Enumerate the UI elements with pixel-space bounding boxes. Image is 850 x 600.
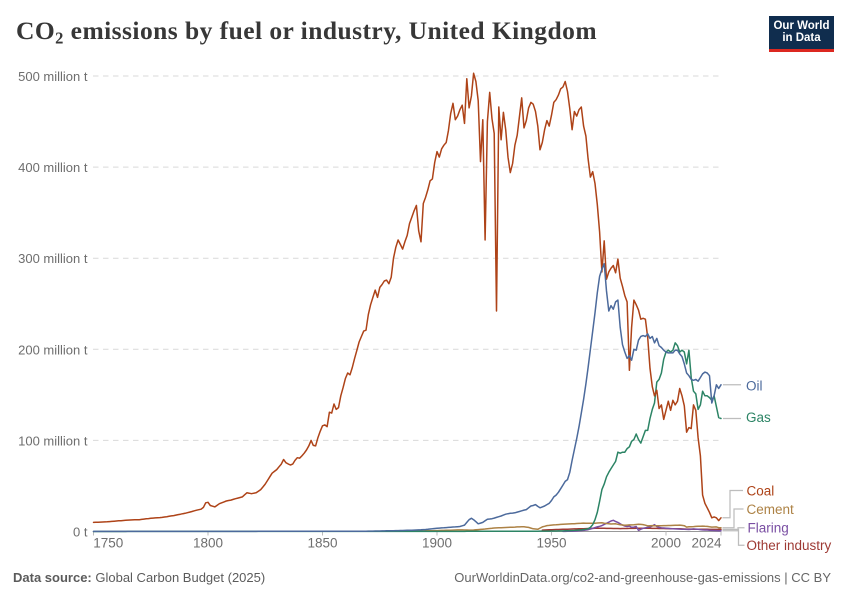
svg-text:Coal: Coal	[747, 484, 775, 499]
svg-text:0 t: 0 t	[73, 525, 88, 540]
svg-text:200 million t: 200 million t	[18, 342, 88, 357]
svg-text:400 million t: 400 million t	[18, 160, 88, 175]
svg-text:2000: 2000	[651, 536, 681, 551]
svg-text:1850: 1850	[307, 536, 337, 551]
svg-text:100 million t: 100 million t	[18, 433, 88, 448]
svg-text:Other industry: Other industry	[747, 538, 832, 553]
svg-text:Oil: Oil	[746, 379, 763, 394]
svg-text:500 million t: 500 million t	[18, 69, 88, 84]
svg-text:300 million t: 300 million t	[18, 251, 88, 266]
svg-text:1800: 1800	[193, 536, 223, 551]
svg-text:1900: 1900	[422, 536, 452, 551]
svg-text:Gas: Gas	[746, 410, 771, 425]
svg-text:1950: 1950	[536, 536, 566, 551]
svg-text:Flaring: Flaring	[748, 521, 789, 536]
svg-text:2024: 2024	[691, 536, 722, 551]
svg-text:Cement: Cement	[747, 502, 795, 517]
svg-text:1750: 1750	[93, 536, 123, 551]
